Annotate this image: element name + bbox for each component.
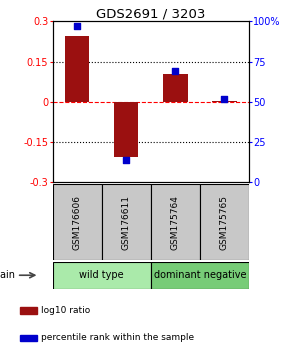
Point	[124, 157, 129, 162]
Text: GSM175765: GSM175765	[220, 195, 229, 250]
Text: strain: strain	[0, 270, 16, 280]
Bar	[20, 335, 37, 341]
Text: GSM175764: GSM175764	[171, 195, 180, 250]
Bar	[212, 101, 237, 102]
Bar	[151, 184, 200, 260]
Point	[222, 96, 227, 101]
Text: percentile rank within the sample: percentile rank within the sample	[40, 333, 194, 342]
Text: log10 ratio: log10 ratio	[40, 306, 90, 315]
Bar	[65, 36, 89, 102]
Point	[173, 68, 178, 74]
Bar	[20, 307, 37, 314]
Bar	[163, 74, 188, 102]
Text: GSM176606: GSM176606	[73, 195, 82, 250]
Point	[75, 23, 80, 29]
Text: GSM176611: GSM176611	[122, 195, 131, 250]
Bar	[200, 184, 249, 260]
Bar	[114, 102, 139, 157]
Bar	[52, 262, 151, 289]
Bar	[52, 184, 102, 260]
Bar	[151, 262, 249, 289]
Text: dominant negative: dominant negative	[154, 270, 246, 280]
Text: wild type: wild type	[79, 270, 124, 280]
Title: GDS2691 / 3203: GDS2691 / 3203	[96, 7, 206, 20]
Bar	[102, 184, 151, 260]
